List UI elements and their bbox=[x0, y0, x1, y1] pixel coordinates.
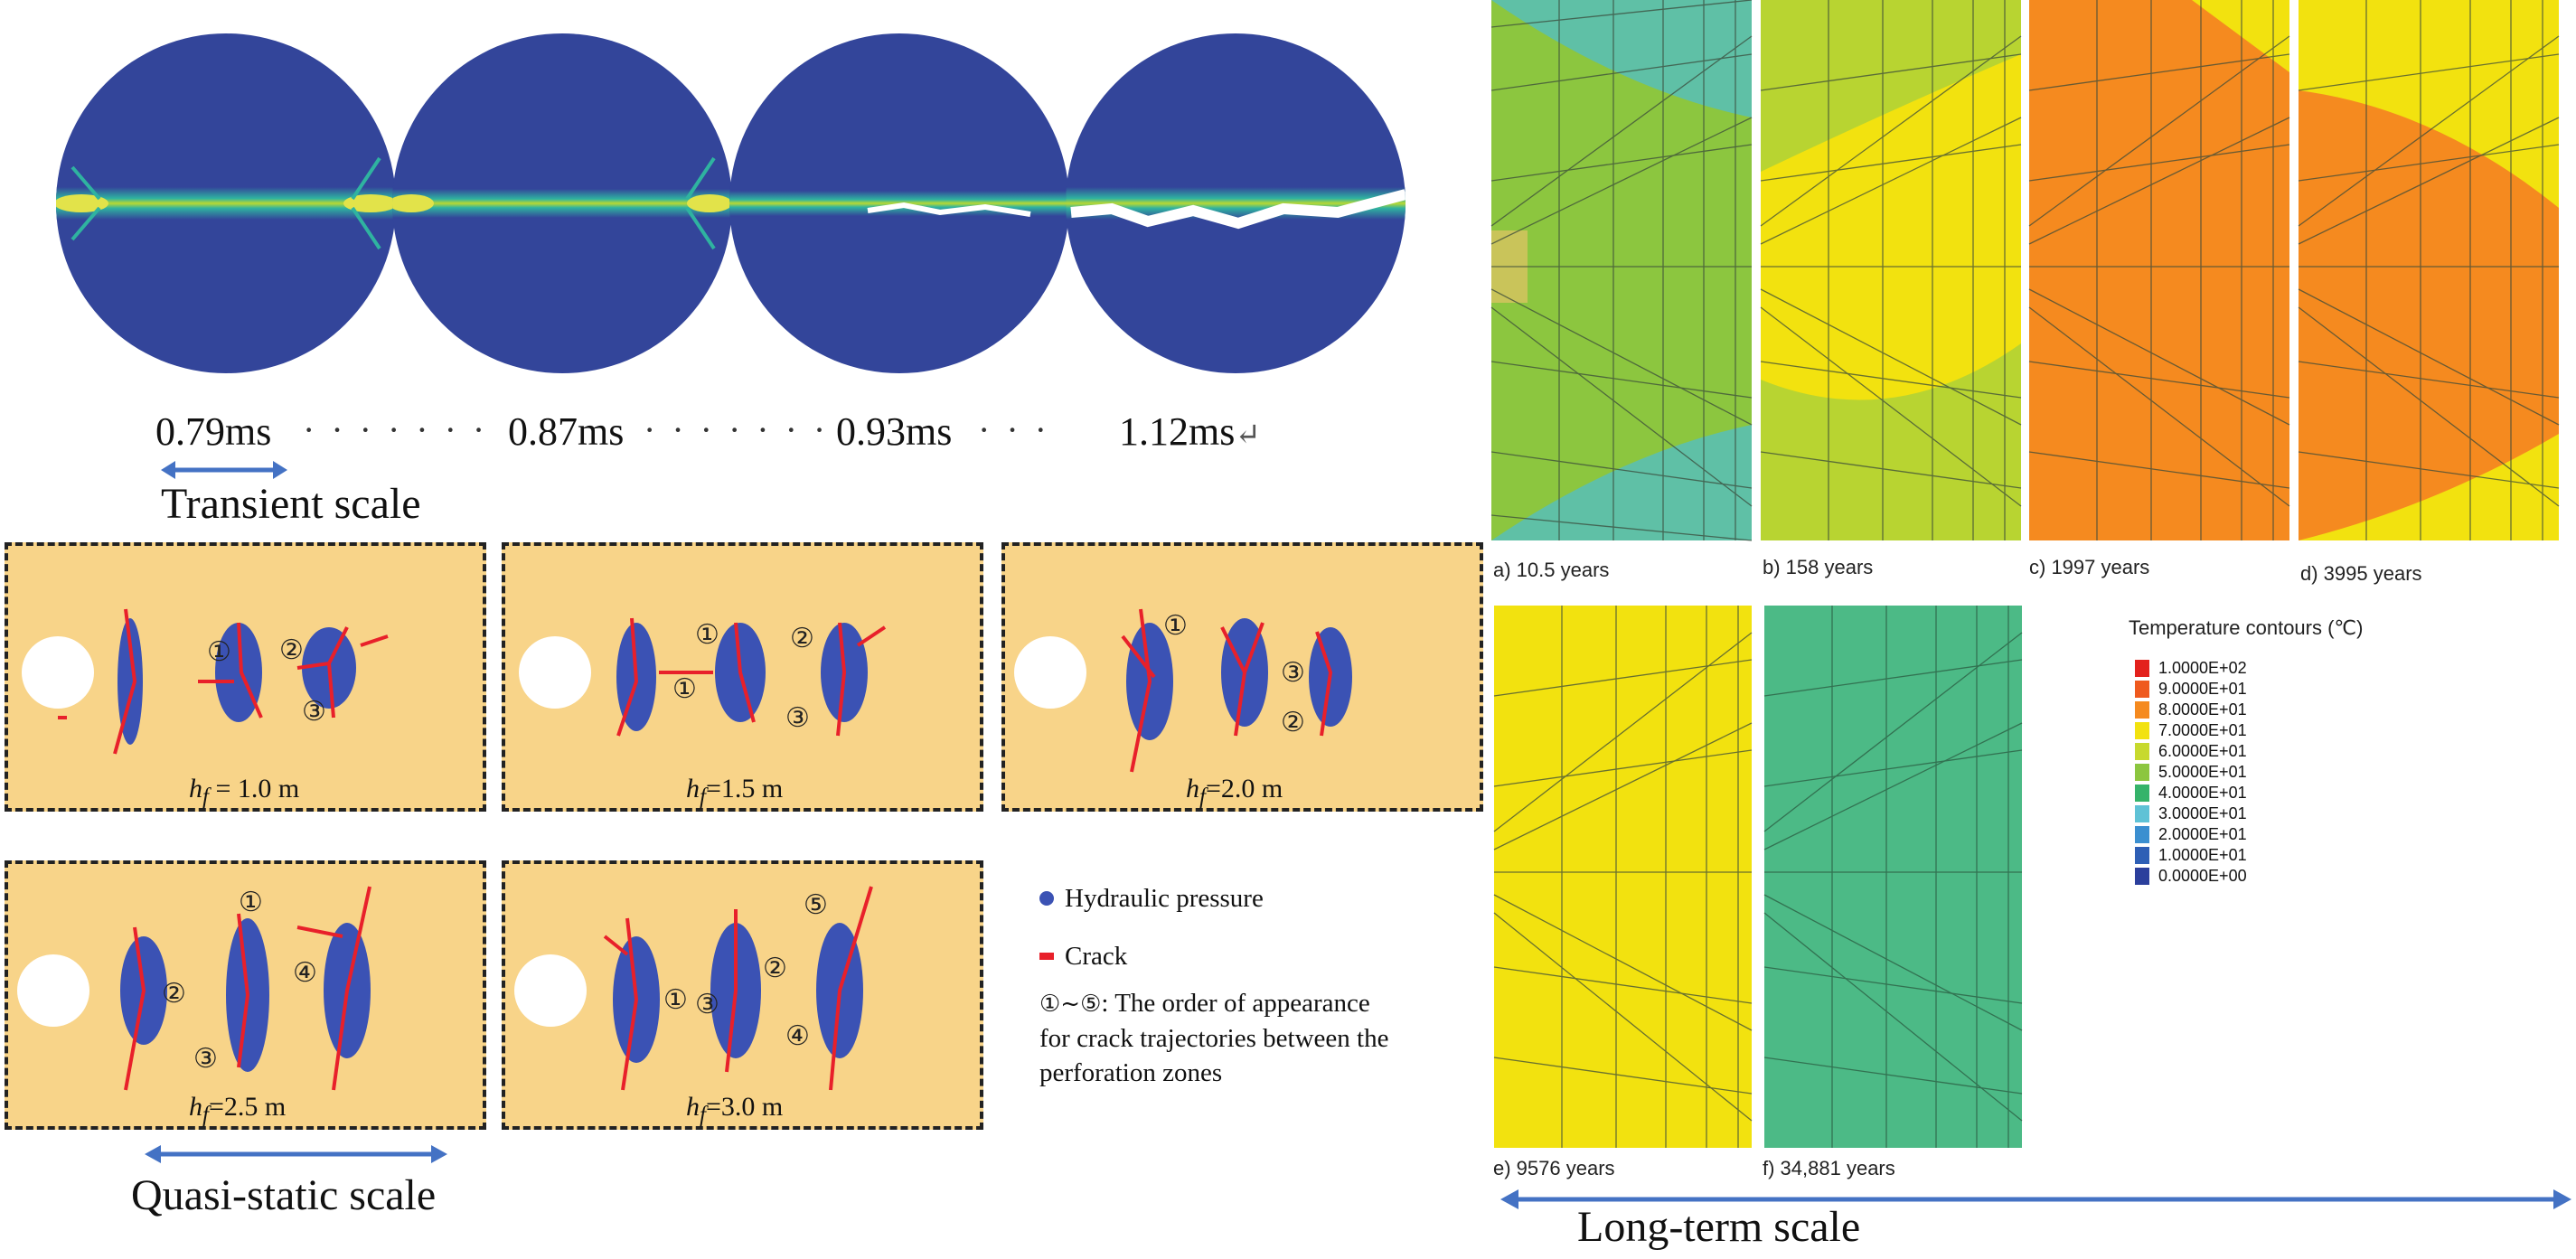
contour-level: 7.0000E+01 bbox=[2135, 720, 2247, 741]
svg-text:①: ① bbox=[239, 887, 263, 918]
panel-hf-4: ① ② ③ ④ hf=2.5 m bbox=[5, 860, 486, 1130]
caption-b: b) 158 years bbox=[1763, 556, 1874, 578]
long-term-scale-label: Long-term scale bbox=[1577, 1203, 1861, 1251]
time-label-4: 1.12ms↵ bbox=[1119, 409, 1261, 455]
frame-2 bbox=[392, 33, 732, 373]
contour-level: 3.0000E+01 bbox=[2135, 803, 2247, 824]
transient-circles bbox=[56, 33, 1406, 373]
fem-panel-d bbox=[2298, 0, 2560, 540]
transient-arrow bbox=[161, 461, 287, 479]
contour-legend: 1.0000E+02 9.0000E+01 8.0000E+01 7.0000E… bbox=[2135, 658, 2247, 887]
svg-text:⑤: ⑤ bbox=[804, 889, 828, 921]
hf-label-2: hf=1.5 m bbox=[686, 774, 784, 809]
contour-level: 8.0000E+01 bbox=[2135, 700, 2247, 720]
hf-label-3: hf=2.0 m bbox=[1186, 774, 1283, 809]
svg-text:①: ① bbox=[1163, 610, 1188, 642]
fem-panel-a bbox=[1490, 0, 1753, 541]
dots-3: ··· bbox=[978, 409, 1063, 450]
frame-4 bbox=[1066, 33, 1406, 373]
quasi-static-arrow bbox=[145, 1145, 447, 1163]
long-term-arrow bbox=[1500, 1189, 2571, 1209]
fem-panel-f bbox=[1763, 606, 2023, 1148]
fem-panel-c bbox=[2028, 0, 2290, 540]
caption-e: e) 9576 years bbox=[1493, 1157, 1615, 1179]
caption-f: f) 34,881 years bbox=[1763, 1157, 1895, 1179]
panel-hf-2: ① ② ① ③ hf=1.5 m bbox=[502, 542, 983, 812]
fem-panel-e bbox=[1493, 606, 1753, 1148]
order-2: ② bbox=[279, 634, 304, 666]
legend-pressure: Hydraulic pressure bbox=[1039, 881, 1388, 916]
svg-text:④: ④ bbox=[293, 957, 317, 989]
order-1: ① bbox=[207, 636, 231, 668]
contour-level: 6.0000E+01 bbox=[2135, 741, 2247, 762]
caption-a: a) 10.5 years bbox=[1493, 559, 1610, 581]
quasi-legend: Hydraulic pressure Crack ①~⑤: The order … bbox=[1039, 881, 1388, 1090]
svg-text:②: ② bbox=[162, 978, 186, 1010]
fem-panel-b bbox=[1760, 0, 2022, 540]
contour-level: 2.0000E+01 bbox=[2135, 824, 2247, 845]
svg-text:②: ② bbox=[790, 623, 814, 654]
svg-text:③: ③ bbox=[785, 702, 810, 734]
crack-dash-icon bbox=[1039, 953, 1054, 960]
svg-text:③: ③ bbox=[193, 1043, 218, 1075]
svg-text:②: ② bbox=[1281, 707, 1305, 738]
panel-hf-1: ① ② ③ hf = 1.0 m bbox=[5, 542, 486, 812]
transient-scale-label: Transient scale bbox=[161, 480, 421, 528]
hf-label-4: hf=2.5 m bbox=[189, 1092, 287, 1127]
hf-label-5: hf=3.0 m bbox=[686, 1092, 784, 1127]
contour-level: 1.0000E+02 bbox=[2135, 658, 2247, 679]
contour-level: 4.0000E+01 bbox=[2135, 783, 2247, 803]
panel-3-drawing: ① ③ ② bbox=[1014, 608, 1352, 773]
legend-order: ①~⑤: The order of appearance for crack t… bbox=[1039, 989, 1389, 1087]
time-label-3: 0.93ms bbox=[836, 409, 953, 454]
panel-4-drawing: ① ② ③ ④ bbox=[17, 886, 371, 1091]
panel-hf-3: ① ③ ② hf=2.0 m bbox=[1001, 542, 1483, 812]
svg-text:①: ① bbox=[695, 619, 719, 651]
contour-level: 1.0000E+01 bbox=[2135, 845, 2247, 866]
panel-2-drawing: ① ② ① ③ bbox=[519, 617, 887, 737]
svg-text:③: ③ bbox=[695, 989, 719, 1020]
svg-text:①: ① bbox=[663, 984, 688, 1016]
quasi-static-scale-label: Quasi-static scale bbox=[131, 1171, 437, 1219]
time-value-4: 1.12ms bbox=[1119, 409, 1236, 454]
frame-3 bbox=[729, 33, 1069, 373]
time-label-1: 0.79ms bbox=[155, 409, 272, 454]
hf-label-1: hf = 1.0 m bbox=[189, 774, 300, 809]
caption-d: d) 3995 years bbox=[2300, 562, 2422, 585]
svg-text:②: ② bbox=[763, 953, 787, 984]
time-label-2: 0.87ms bbox=[508, 409, 625, 454]
fem-grid bbox=[1490, 0, 2560, 1148]
order-3: ③ bbox=[302, 696, 326, 728]
contour-level: 0.0000E+00 bbox=[2135, 866, 2247, 887]
contour-level: 5.0000E+01 bbox=[2135, 762, 2247, 783]
panel-5-drawing: ⑤ ② ① ③ ④ bbox=[514, 886, 873, 1091]
frame-1 bbox=[56, 33, 396, 373]
dots-1: ······· bbox=[303, 409, 502, 450]
legend-crack: Crack bbox=[1039, 939, 1388, 973]
dots-2: ······· bbox=[644, 409, 842, 450]
svg-text:④: ④ bbox=[785, 1020, 810, 1052]
panel-1-drawing: ① ② ③ bbox=[22, 608, 389, 755]
caption-c: c) 1997 years bbox=[2029, 556, 2150, 578]
contour-title: Temperature contours (℃) bbox=[2129, 616, 2364, 639]
pressure-dot-icon bbox=[1039, 891, 1054, 906]
panel-hf-5: ⑤ ② ① ③ ④ hf=3.0 m bbox=[502, 860, 983, 1130]
return-mark-icon: ↵ bbox=[1235, 418, 1261, 452]
svg-text:①: ① bbox=[672, 673, 697, 705]
svg-text:③: ③ bbox=[1281, 657, 1305, 689]
contour-level: 9.0000E+01 bbox=[2135, 679, 2247, 700]
